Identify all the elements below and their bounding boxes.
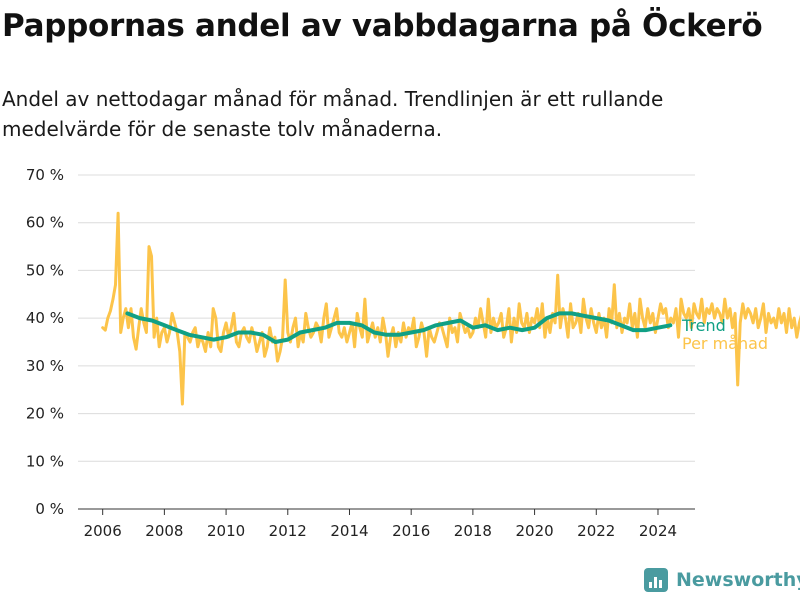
legend-trend-label: Trend [681,316,726,335]
x-tick-label: 2022 [577,522,615,540]
chart-subtitle: Andel av nettodagar månad för månad. Tre… [2,87,664,141]
x-tick-label: 2020 [515,522,553,540]
newsworthy-brand: Newsworthy [644,568,800,592]
x-tick-label: 2014 [330,522,368,540]
x-tick-label: 2008 [145,522,183,540]
legend-monthly-label: Per månad [682,334,768,353]
bar-chart-logo-icon [644,568,668,592]
monthly-series-line [101,211,800,406]
y-tick-label: 30 % [26,357,64,375]
x-tick-label: 2024 [639,522,677,540]
y-tick-label: 0 % [35,500,64,518]
y-tick-label: 50 % [26,261,64,279]
brand-name: Newsworthy [676,569,800,591]
chart-title: Pappornas andel av vabbdagarna på Öckerö [2,8,763,44]
series-layer [101,211,800,406]
y-tick-label: 70 % [26,166,64,184]
y-tick-label: 10 % [26,452,64,470]
y-tick-label: 60 % [26,214,64,232]
y-tick-label: 20 % [26,405,64,423]
x-tick-label: 2010 [207,522,245,540]
axis-layer: 0 % 10 % 20 % 30 % 40 % 50 % 60 % 70 % 2006 2008 2… [26,166,695,540]
y-tick-label: 40 % [26,309,64,327]
x-tick-label: 2018 [454,522,492,540]
trend-series-line [125,311,673,344]
x-tick-label: 2016 [392,522,430,540]
x-tick-label: 2006 [84,522,122,540]
x-tick-label: 2012 [269,522,307,540]
